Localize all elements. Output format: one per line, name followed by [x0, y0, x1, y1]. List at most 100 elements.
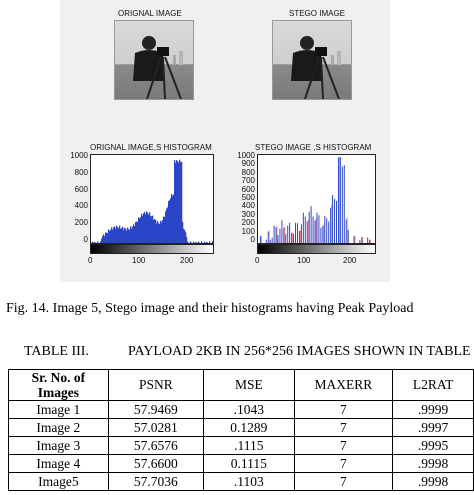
histogram-bar: [176, 160, 178, 243]
histogram-bar: [172, 196, 174, 243]
histogram-bar: [121, 228, 123, 243]
histogram-bar: [314, 220, 316, 243]
y-tick-label: 200: [241, 218, 255, 228]
histogram-bar: [300, 224, 302, 243]
histogram-bar: [281, 220, 283, 243]
histogram-bar: [170, 198, 172, 243]
histogram-bar: [369, 239, 371, 243]
header-maxerr: MAXERR: [293, 369, 394, 401]
histogram-bar: [265, 239, 267, 243]
cell: 0.1115: [203, 454, 295, 473]
histogram-bar: [152, 215, 154, 243]
histogram-bar: [102, 236, 104, 243]
histogram-bar: [163, 216, 165, 243]
histogram-bar: [186, 237, 188, 243]
cell: Image 2: [8, 418, 109, 437]
histogram-overlay-bar: [331, 204, 333, 243]
histogram-overlay-bar: [323, 224, 325, 243]
histogram-bar: [150, 215, 152, 243]
histogram-bar: [298, 230, 300, 243]
histogram-overlay-bar: [261, 235, 262, 243]
cell: .9999: [392, 400, 474, 419]
histogram-bar: [330, 207, 332, 243]
histogram-bar: [141, 213, 143, 243]
cell: 7: [293, 436, 394, 455]
histogram-bar: [187, 241, 189, 243]
histogram-bar: [174, 160, 176, 243]
stego-image-title: STEGO IMAGE: [289, 9, 346, 18]
histogram-bar: [312, 216, 314, 243]
histogram-bar: [148, 214, 150, 243]
histogram-bar: [135, 222, 137, 243]
histogram-overlay-bar: [307, 219, 309, 243]
histogram-bar: [269, 240, 271, 243]
histogram-overlay-bar: [315, 218, 317, 243]
table-row: Image 2 57.0281 0.1289 7 .9997: [8, 418, 474, 437]
cell: 57.7036: [107, 472, 205, 491]
histogram-bar: [318, 215, 320, 243]
table-number: TABLE III.: [24, 344, 89, 359]
histogram-bar: [181, 161, 183, 243]
results-table: Sr. No. of Images PSNR MSE MAXERR L2RAT …: [8, 369, 474, 491]
histogram-bar: [129, 229, 131, 243]
x-tick-200: 200: [343, 256, 357, 265]
header-sr-no: Sr. No. of Images: [8, 369, 109, 401]
histogram-bar: [94, 242, 96, 243]
histogram-bar: [108, 229, 110, 243]
histogram-bar: [320, 227, 322, 243]
histogram-overlay-bar: [339, 157, 340, 243]
histogram-bar: [105, 232, 107, 243]
histogram-bar: [295, 222, 297, 243]
histogram-bar: [267, 231, 269, 243]
histogram-bar: [302, 212, 304, 243]
histogram-overlay-bar: [370, 239, 372, 243]
histogram-overlay-bar: [284, 226, 286, 243]
histogram-bar: [204, 241, 206, 243]
histogram-bar: [164, 216, 166, 243]
histogram-bar: [183, 228, 185, 243]
histogram-bar: [337, 157, 339, 243]
histogram-bar: [115, 228, 117, 243]
table-row: Image 1 57.9469 .1043 7 .9999: [8, 400, 474, 419]
histogram-bar: [328, 221, 330, 243]
x-tick-0: 0: [255, 256, 260, 265]
cell: 7: [293, 400, 394, 419]
histogram-bar: [124, 227, 126, 243]
histogram-bar: [185, 232, 187, 243]
histogram-bar: [149, 212, 151, 243]
histogram-overlay-bar: [346, 217, 348, 243]
histogram-bar: [145, 214, 147, 243]
histogram-bar: [343, 165, 345, 243]
histogram-bar: [142, 215, 144, 243]
histogram-overlay-bar: [268, 230, 270, 243]
histogram-bar: [139, 218, 141, 243]
histogram-bar: [125, 228, 127, 243]
stego-cameraman-image: [272, 20, 352, 100]
histogram-bar: [147, 212, 149, 243]
stego-grayscale-bar: [257, 244, 376, 254]
histogram-bar: [291, 233, 293, 243]
histogram-bar: [339, 157, 341, 243]
histogram-bar: [165, 211, 167, 243]
y-tick-label: 400: [74, 201, 88, 211]
histogram-bar: [353, 236, 355, 243]
histogram-bar: [112, 229, 114, 243]
histogram-bar: [367, 237, 369, 243]
cell: Image 3: [8, 436, 109, 455]
cell: Image5: [8, 472, 109, 491]
histogram-bar: [146, 211, 148, 243]
histogram-overlay-bar: [300, 229, 301, 243]
histogram-bar: [361, 237, 363, 243]
histogram-bar: [195, 242, 197, 243]
y-tick-label: 400: [241, 201, 255, 211]
histogram-bar: [97, 241, 99, 243]
histogram-bar: [134, 226, 136, 243]
y-tick-label: 600: [241, 184, 255, 194]
histogram-bar: [131, 228, 133, 243]
histogram-overlay-bar: [292, 232, 294, 243]
histogram-bar: [130, 226, 132, 243]
histogram-overlay-bar: [354, 235, 356, 243]
histogram-bar: [155, 220, 157, 243]
original-image-title: ORIGNAL IMAGE: [118, 9, 182, 18]
histogram-bar: [119, 225, 121, 243]
